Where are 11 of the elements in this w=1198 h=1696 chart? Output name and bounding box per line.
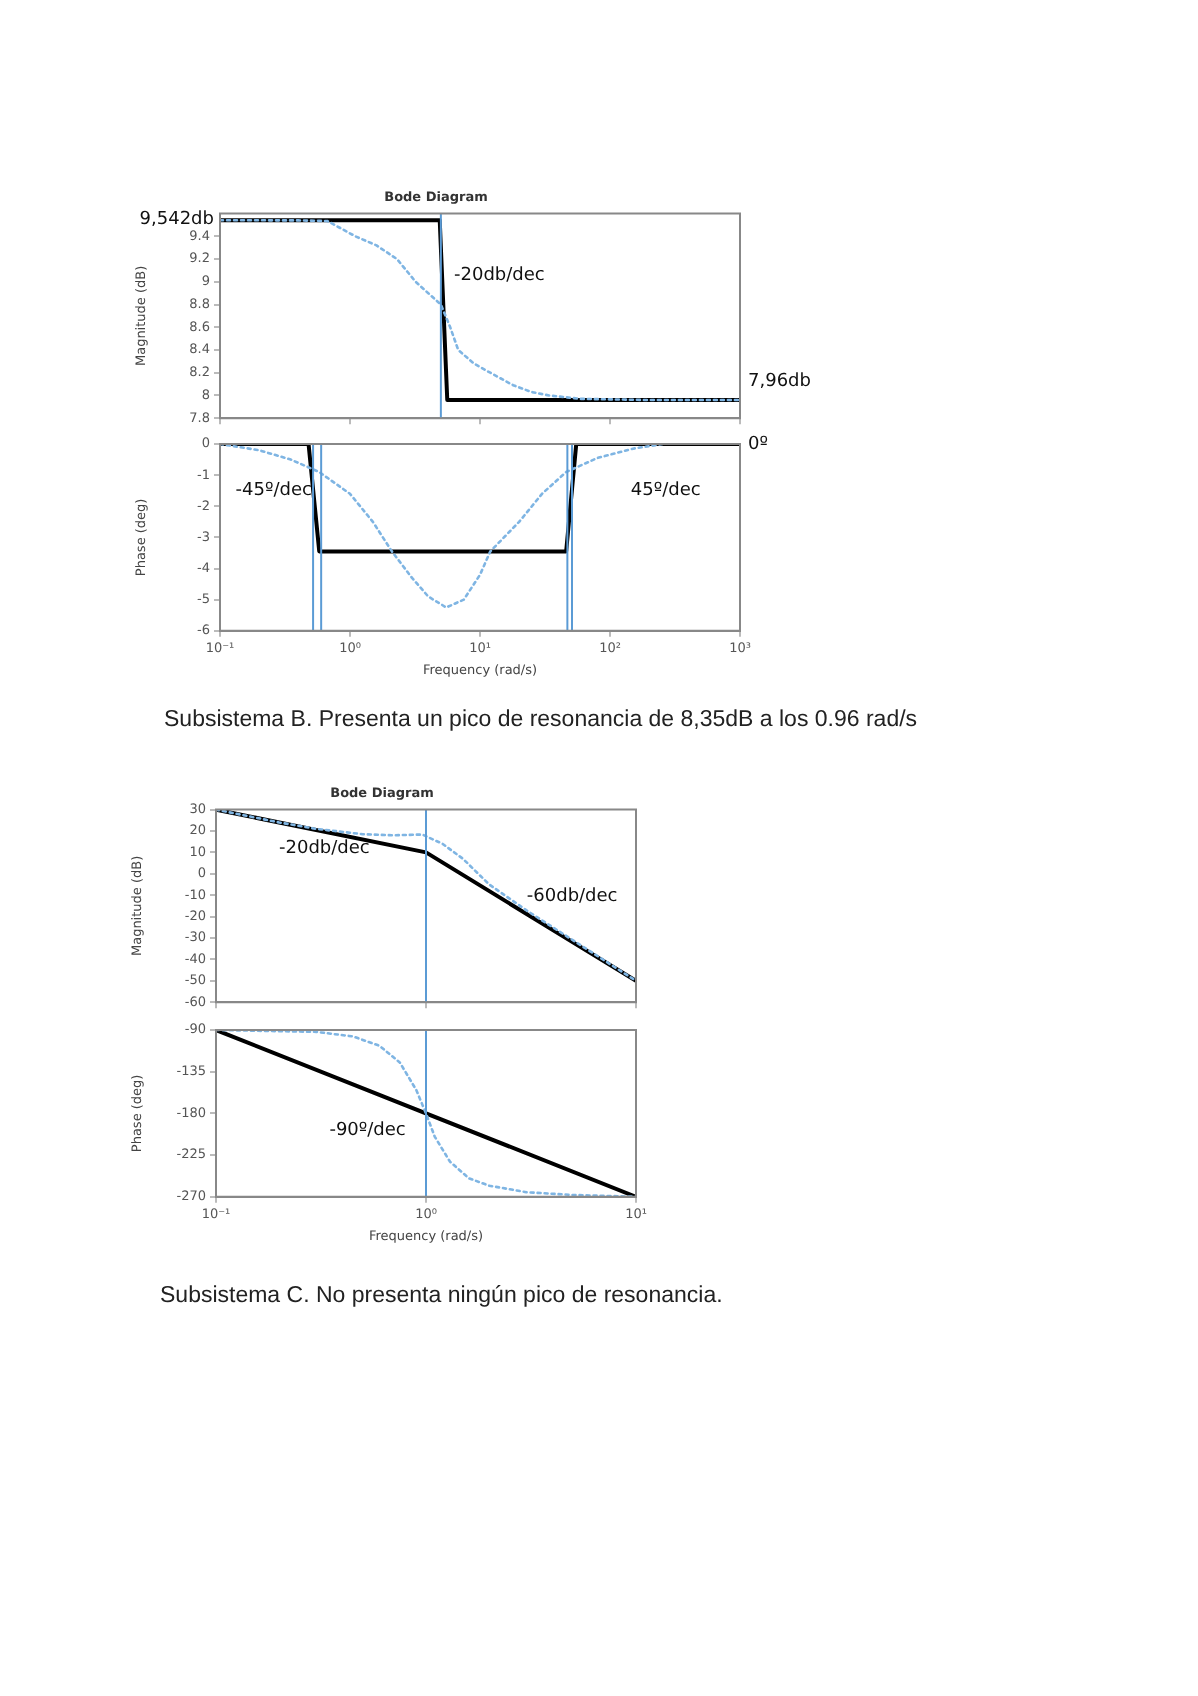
annotation: -90º/dec [329, 1120, 406, 1141]
annotation: -20db/dec [454, 265, 545, 286]
annotation: 45º/dec [630, 481, 701, 502]
annotation: -20db/dec [279, 838, 370, 859]
text: Subsistema C. No presenta ningún pico de resonancia. [160, 1284, 723, 1308]
annotation: -45º/dec [235, 481, 313, 502]
text: 0º [748, 434, 768, 455]
text: Subsistema B. Presenta un pico de resonancia de 8,35dB a los 0.96 rad/s [164, 708, 918, 732]
annotation: -60db/dec [526, 886, 618, 907]
text: 7,96db [748, 372, 812, 393]
text: 9,542db [139, 210, 215, 231]
